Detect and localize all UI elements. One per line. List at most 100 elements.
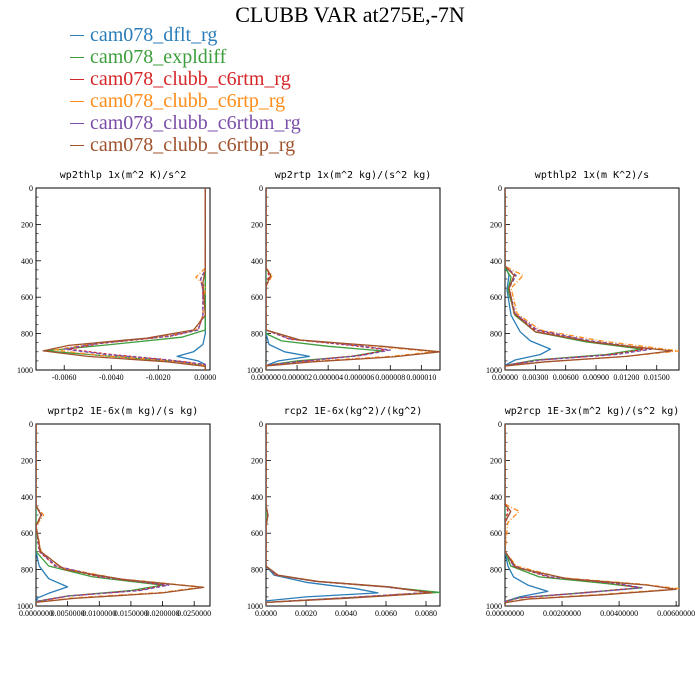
y-tick-label: 400 [490, 493, 502, 502]
series-line [266, 188, 440, 370]
y-tick-label: 1000 [486, 602, 502, 611]
series-line [36, 424, 164, 606]
x-tick-label: 0.0000000 [19, 609, 53, 618]
series-line [266, 424, 379, 606]
legend-swatch [70, 122, 84, 124]
legend-item: cam078_clubb_c6rtm_rg [70, 68, 301, 90]
legend-swatch [70, 56, 84, 58]
y-tick-label: 400 [21, 257, 33, 266]
series-line [266, 188, 435, 370]
x-tick-label: 0.0000 [255, 609, 277, 618]
y-tick-label: 600 [251, 293, 263, 302]
series-line [505, 424, 677, 606]
y-tick-label: 0 [498, 420, 502, 429]
legend-item: cam078_clubb_c6rtbp_rg [70, 134, 301, 156]
x-tick-label: 0.00200000 [543, 609, 581, 618]
y-tick-label: 1000 [247, 366, 263, 375]
x-tick-label: 0.0050000 [51, 609, 85, 618]
x-tick-label: 0.000008 [375, 373, 405, 382]
x-tick-label: 0.00000 [492, 373, 518, 382]
y-tick-label: 800 [21, 566, 33, 575]
series-line [36, 424, 167, 606]
y-tick-label: 600 [21, 529, 33, 538]
y-tick-label: 1000 [17, 602, 33, 611]
chart-panel: wp2thlp 1x(m^2 K)/s^2 0 200 400 600 800 1000 -0… [17, 170, 216, 382]
y-tick-label: 400 [21, 493, 33, 502]
legend-item: cam078_clubb_c6rtp_rg [70, 90, 301, 112]
series-line [505, 424, 640, 606]
series-line [36, 424, 203, 606]
x-tick-label: 0.0020 [295, 609, 317, 618]
y-tick-label: 600 [490, 529, 502, 538]
series-line [44, 188, 206, 370]
x-tick-label: 0.000006 [344, 373, 374, 382]
series-line [36, 424, 170, 606]
legend-swatch [70, 34, 84, 36]
panel-title: wprtp2 1E-6x(m kg)/(s kg) [48, 406, 199, 417]
y-tick-label: 800 [490, 566, 502, 575]
panel-title: wp2thlp 1x(m^2 K)/s^2 [60, 170, 186, 181]
series-line [505, 188, 643, 370]
x-tick-label: 0.000000 [251, 373, 281, 382]
x-tick-label: 0.00900 [583, 373, 609, 382]
x-tick-label: 0.0080 [415, 609, 437, 618]
legend-label: cam078_clubb_c6rtm_rg [90, 68, 291, 90]
y-tick-label: 600 [251, 529, 263, 538]
x-tick-label: 0.01500 [644, 373, 670, 382]
y-tick-label: 0 [29, 184, 33, 193]
legend-swatch [70, 100, 84, 102]
x-tick-label: 0.00400000 [600, 609, 638, 618]
series-line [505, 424, 549, 606]
x-tick-label: 0.0060 [375, 609, 397, 618]
y-tick-label: 0 [259, 420, 263, 429]
chart-panel: rcp2 1E-6x(kg^2)/(kg^2) 0 200 400 600 800 1000… [247, 406, 441, 618]
legend: cam078_dflt_rg cam078_expldiff cam078_cl… [70, 24, 301, 156]
x-tick-label: 0.00600000 [657, 609, 695, 618]
legend-swatch [70, 144, 84, 146]
x-tick-label: 0.01200 [613, 373, 639, 382]
x-tick-label: 0.0250000 [177, 609, 211, 618]
series-line [505, 188, 648, 370]
legend-label: cam078_clubb_c6rtp_rg [90, 90, 286, 112]
y-tick-label: 1000 [247, 602, 263, 611]
x-tick-label: 0.0100000 [82, 609, 116, 618]
legend-swatch [70, 78, 84, 80]
y-tick-label: 1000 [486, 366, 502, 375]
series-line [36, 424, 69, 606]
x-tick-label: 0.0040 [335, 609, 357, 618]
y-tick-label: 800 [490, 330, 502, 339]
plot-frame [504, 423, 680, 607]
y-tick-label: 400 [490, 257, 502, 266]
panel-title: wpthlp2 1x(m K^2)/s [535, 170, 649, 181]
series-line [505, 188, 673, 370]
series-line [266, 424, 433, 606]
y-tick-label: 0 [259, 184, 263, 193]
y-tick-label: 0 [29, 420, 33, 429]
panel-title: wp2rtp 1x(m^2 kg)/(s^2 kg) [275, 170, 432, 181]
x-tick-label: 0.00000000 [486, 609, 524, 618]
figure-title: CLUBB VAR at275E,-7N [235, 2, 465, 27]
y-tick-label: 800 [251, 330, 263, 339]
series-line [505, 188, 653, 370]
series-line [68, 188, 206, 370]
legend-label: cam078_clubb_c6rtbm_rg [90, 112, 301, 134]
y-tick-label: 200 [251, 220, 263, 229]
legend-label: cam078_dflt_rg [90, 24, 218, 46]
series-line [42, 188, 206, 370]
x-tick-label: 0.000002 [282, 373, 312, 382]
x-tick-label: 0.000010 [406, 373, 436, 382]
y-tick-label: 800 [251, 566, 263, 575]
y-tick-label: 0 [498, 184, 502, 193]
series-line [505, 424, 679, 606]
y-tick-label: 600 [21, 293, 33, 302]
series-line [63, 188, 206, 370]
y-tick-label: 600 [490, 293, 502, 302]
y-tick-label: 200 [21, 220, 33, 229]
x-tick-label: -0.0040 [99, 373, 124, 382]
chart-panel: wpthlp2 1x(m K^2)/s020040060080010000.00… [486, 170, 680, 382]
y-tick-label: 200 [490, 456, 502, 465]
x-tick-label: 0.0150000 [114, 609, 148, 618]
x-tick-label: -0.0020 [146, 373, 171, 382]
panel-title: rcp2 1E-6x(kg^2)/(kg^2) [284, 406, 422, 417]
